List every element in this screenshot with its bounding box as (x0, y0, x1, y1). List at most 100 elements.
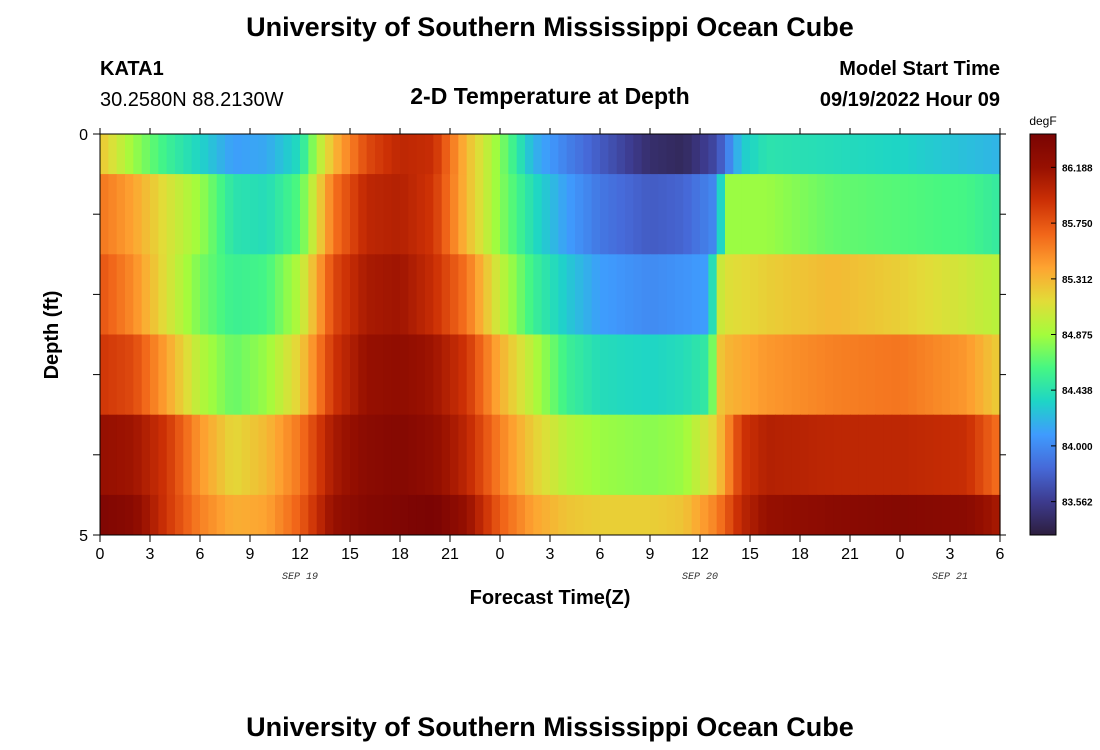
heatmap-cell (375, 174, 384, 255)
heatmap-cell (333, 414, 343, 496)
heatmap-cell (466, 414, 476, 496)
heatmap-cell (766, 134, 776, 175)
heatmap-cell (133, 334, 143, 416)
heatmap-cell (875, 174, 884, 255)
heatmap-cell (450, 414, 459, 496)
heatmap-cell (716, 134, 726, 175)
heatmap-cell (700, 414, 709, 496)
heatmap-cell (425, 174, 434, 255)
heatmap-cell (325, 414, 334, 496)
heatmap-cell (933, 334, 943, 416)
heatmap-cell (158, 334, 168, 416)
heatmap-cell (483, 174, 493, 255)
x-tick-label: 0 (96, 546, 105, 563)
heatmap-cell (983, 174, 993, 255)
heatmap-cell (116, 134, 126, 175)
heatmap-cell (500, 494, 509, 536)
heatmap-cell (308, 174, 318, 255)
x-tick-label: 21 (841, 546, 859, 563)
heatmap-cell (416, 254, 426, 335)
heatmap-cell (200, 254, 209, 335)
heatmap-cell (883, 334, 893, 416)
heatmap-cell (366, 254, 376, 335)
heatmap-cell (716, 414, 726, 496)
heatmap-cell (425, 134, 434, 175)
heatmap-cell (833, 134, 843, 175)
heatmap-cell (400, 494, 409, 536)
heatmap-cell (116, 174, 126, 255)
heatmap-cell (941, 174, 951, 255)
heatmap-cell (625, 174, 634, 255)
heatmap-cell (583, 414, 593, 496)
heatmap-cell (208, 334, 218, 416)
heatmap-cell (125, 134, 134, 175)
heatmap-cell (350, 174, 359, 255)
heatmap-cell (608, 174, 618, 255)
heatmap-cell (350, 494, 359, 536)
heatmap-cell (858, 414, 868, 496)
heatmap-cell (158, 414, 168, 496)
heatmap-cell (741, 134, 751, 175)
x-tick-label: 0 (896, 546, 905, 563)
heatmap-cell (641, 174, 651, 255)
heatmap-cell (166, 334, 176, 416)
heatmap-cell (166, 174, 176, 255)
heatmap-cell (650, 134, 659, 175)
heatmap-cell (616, 494, 626, 536)
heatmap-cell (141, 334, 151, 416)
heatmap-cell (183, 334, 193, 416)
heatmap-cell (350, 134, 359, 175)
heatmap-cell (900, 254, 909, 335)
heatmap-cell (733, 254, 743, 335)
heatmap-cell (158, 494, 168, 536)
heatmap-cell (841, 174, 851, 255)
heatmap-cell (300, 174, 309, 255)
heatmap-cell (750, 334, 759, 416)
heatmap-cell (425, 334, 434, 416)
heatmap-cell (883, 254, 893, 335)
heatmap-cell (525, 174, 534, 255)
heatmap-cell (825, 494, 834, 536)
heatmap-cell (716, 254, 726, 335)
heatmap-cell (108, 494, 118, 536)
heatmap-row (100, 414, 1001, 496)
heatmap-cell (691, 334, 701, 416)
heatmap-cell (150, 414, 159, 496)
heatmap-cell (508, 174, 518, 255)
heatmap-cell (316, 254, 326, 335)
heatmap-cell (116, 494, 126, 536)
heatmap-cell (975, 134, 984, 175)
heatmap-cell (508, 254, 518, 335)
heatmap-cell (158, 254, 168, 335)
main-title: University of Southern Mississippi Ocean… (246, 12, 854, 42)
heatmap-cell (358, 334, 368, 416)
heatmap-cell (166, 414, 176, 496)
heatmap-cell (291, 334, 301, 416)
heatmap-cell (558, 494, 568, 536)
heatmap-cell (450, 174, 459, 255)
heatmap-cell (450, 334, 459, 416)
heatmap-cell (541, 334, 551, 416)
heatmap-cell (741, 494, 751, 536)
heatmap-cell (900, 334, 909, 416)
heatmap-cell (783, 174, 793, 255)
heatmap-cell (283, 134, 293, 175)
heatmap-cell (433, 134, 443, 175)
heatmap-cell (858, 254, 868, 335)
heatmap-cell (850, 414, 859, 496)
heatmap-cell (641, 334, 651, 416)
heatmap-cell (250, 134, 259, 175)
heatmap-cell (791, 414, 801, 496)
heatmap-cell (741, 254, 751, 335)
heatmap-cell (575, 254, 584, 335)
heatmap-cell (191, 334, 201, 416)
heatmap-cell (808, 334, 818, 416)
heatmap-cell (858, 134, 868, 175)
heatmap-cell (141, 134, 151, 175)
heatmap-cell (816, 494, 826, 536)
heatmap-cell (583, 134, 593, 175)
heatmap-cell (141, 494, 151, 536)
heatmap-cell (725, 414, 734, 496)
heatmap-cell (450, 254, 459, 335)
